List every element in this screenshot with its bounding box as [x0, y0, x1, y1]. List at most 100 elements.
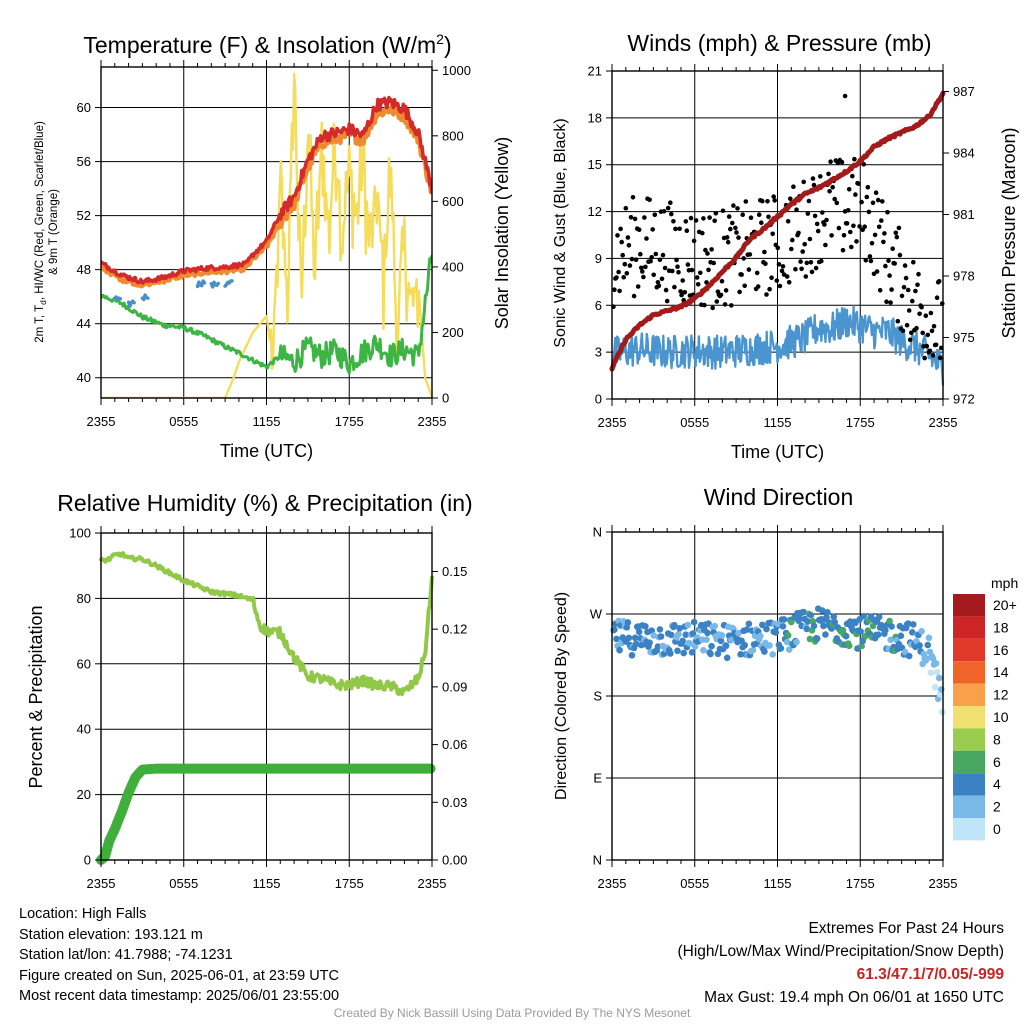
gust-point — [812, 213, 818, 219]
gust-point — [814, 221, 820, 227]
direction-point — [761, 648, 768, 655]
direction-point — [671, 621, 678, 629]
extremes-title: Extremes For Past 24 Hours — [808, 920, 1004, 937]
gust-point — [906, 308, 912, 313]
gust-point — [728, 226, 733, 232]
direction-point — [631, 634, 639, 642]
gust-point — [765, 199, 770, 204]
legend-label: 16 — [993, 642, 1009, 658]
y2-tick-label: 987 — [953, 84, 975, 99]
gust-point — [788, 196, 793, 201]
gust-point — [689, 267, 695, 273]
gust-point — [852, 156, 857, 162]
max-gust-point — [842, 93, 848, 99]
y2-tick-label: 984 — [953, 146, 975, 161]
gust-point — [769, 275, 774, 281]
gust-point — [643, 264, 648, 270]
gust-point — [714, 299, 720, 304]
gust-point — [879, 218, 884, 223]
y-axis-label: Percent & Precipitation — [26, 605, 46, 788]
direction-point — [774, 620, 782, 628]
gust-point — [819, 258, 824, 264]
gust-point — [850, 173, 855, 179]
y-axis-label: 2m T, Td, HI/WC (Red, Green, Scarlet/Blu… — [34, 121, 48, 343]
gust-point — [901, 284, 907, 290]
gust-point — [668, 200, 673, 205]
gust-point — [930, 353, 936, 358]
gust-point — [695, 282, 701, 287]
x-tick-label: 2355 — [418, 414, 447, 429]
gust-point — [746, 267, 752, 272]
direction-point — [656, 626, 664, 633]
direction-point — [933, 668, 941, 676]
direction-point — [676, 625, 683, 632]
max-gust-text: Max Gust: 19.4 mph On 06/01 at 1650 UTC — [704, 989, 1004, 1006]
gust-point — [936, 279, 942, 284]
y2-tick-label: 0.00 — [442, 853, 467, 868]
gust-point — [712, 218, 717, 224]
gust-point — [623, 205, 629, 211]
gust-point — [673, 226, 678, 232]
gust-point — [867, 254, 873, 259]
direction-point — [679, 637, 686, 645]
gust-point — [648, 258, 653, 264]
direction-point — [680, 649, 687, 657]
gust-point — [724, 235, 730, 240]
gust-point — [616, 269, 621, 275]
y-tick-label: 15 — [588, 157, 602, 172]
gust-point — [805, 211, 811, 216]
gust-point — [642, 215, 647, 220]
direction-point — [772, 629, 780, 636]
station-info: Location: High Falls Station elevation: … — [19, 904, 339, 1007]
gust-point — [940, 301, 945, 306]
title-part: ) — [444, 32, 452, 58]
direction-point — [803, 625, 811, 633]
gust-point — [703, 247, 708, 253]
gust-point — [748, 215, 754, 220]
gust-point — [629, 256, 635, 262]
gust-point — [624, 271, 630, 276]
gust-point — [913, 288, 918, 294]
temp-line — [101, 95, 432, 285]
legend-label: 12 — [993, 687, 1009, 703]
gust-point — [723, 288, 729, 293]
gust-point — [897, 252, 903, 258]
legend-swatch — [953, 706, 985, 729]
y-tick-label: 80 — [77, 591, 91, 606]
direction-point — [858, 642, 865, 650]
gust-point — [900, 328, 906, 334]
wind-direction-panel: 2355 0555 1155 1755 2355 N E S W N Wind Direction D… — [553, 484, 1018, 891]
gust-point — [688, 215, 694, 221]
gust-point — [806, 198, 812, 204]
gust-point — [644, 236, 649, 241]
y-tick-label: 48 — [77, 262, 91, 277]
wind-line — [610, 305, 945, 386]
direction-point — [717, 637, 725, 645]
y-tick-label: 56 — [77, 154, 91, 169]
direction-point — [674, 647, 681, 655]
direction-point — [700, 647, 707, 654]
wetbulb-segment — [209, 280, 220, 289]
y-tick-label: 44 — [77, 316, 91, 331]
direction-point — [888, 623, 895, 630]
legend-label: 10 — [993, 709, 1009, 725]
gust-point — [777, 283, 783, 289]
gust-point — [893, 230, 899, 236]
gust-point — [802, 241, 807, 247]
gust-point — [920, 330, 925, 336]
direction-point — [769, 651, 776, 658]
gust-point — [762, 249, 767, 255]
direction-point — [689, 630, 697, 637]
y2-axis-label: Station Pressure (Maroon) — [999, 127, 1019, 338]
direction-point — [901, 648, 909, 656]
direction-point — [688, 649, 696, 656]
legend-label: 4 — [993, 776, 1001, 792]
x-tick-label: 0555 — [680, 876, 709, 891]
y-tick-label: 21 — [588, 64, 602, 79]
y-tick-label: E — [593, 771, 602, 786]
gust-point — [848, 229, 853, 235]
wetbulb-segment — [113, 295, 123, 302]
direction-point — [909, 629, 916, 636]
gust-point — [789, 246, 794, 252]
y-tick-label: 0 — [84, 853, 91, 868]
